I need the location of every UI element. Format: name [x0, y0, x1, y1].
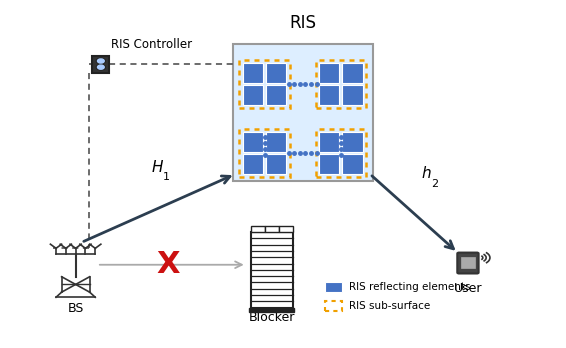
Bar: [92, 56, 109, 73]
Bar: [243, 63, 263, 83]
Bar: [249, 308, 294, 312]
Bar: [342, 63, 363, 83]
Bar: [265, 226, 279, 232]
Bar: [251, 226, 265, 232]
Circle shape: [96, 64, 105, 70]
Bar: [233, 44, 372, 181]
Text: 2: 2: [431, 179, 439, 189]
Text: X: X: [156, 250, 180, 279]
Bar: [342, 154, 363, 174]
Bar: [251, 232, 293, 308]
Bar: [243, 132, 263, 152]
Bar: [279, 226, 293, 232]
Text: BS: BS: [67, 302, 84, 315]
Text: RIS: RIS: [289, 14, 316, 32]
Circle shape: [96, 58, 105, 64]
Text: User: User: [454, 282, 482, 295]
Text: RIS Controller: RIS Controller: [111, 38, 192, 52]
Bar: [315, 129, 366, 177]
Text: RIS sub-surface: RIS sub-surface: [349, 301, 430, 311]
Bar: [325, 301, 342, 311]
Bar: [342, 132, 363, 152]
Bar: [239, 60, 290, 108]
Bar: [315, 60, 366, 108]
Text: 1: 1: [162, 172, 169, 182]
Text: h: h: [421, 166, 431, 182]
Text: RIS reflecting elements: RIS reflecting elements: [349, 282, 470, 292]
Bar: [319, 154, 339, 174]
Bar: [319, 63, 339, 83]
Bar: [266, 85, 286, 105]
Bar: [243, 85, 263, 105]
Text: H: H: [151, 160, 162, 175]
Bar: [319, 85, 339, 105]
FancyBboxPatch shape: [457, 253, 479, 274]
Bar: [342, 85, 363, 105]
Bar: [325, 282, 342, 292]
Bar: [266, 154, 286, 174]
Bar: [319, 132, 339, 152]
Circle shape: [97, 59, 104, 63]
Bar: [243, 154, 263, 174]
Bar: [461, 257, 475, 268]
Bar: [266, 132, 286, 152]
Circle shape: [97, 65, 104, 69]
Text: Blocker: Blocker: [248, 311, 295, 324]
Bar: [266, 63, 286, 83]
Bar: [239, 129, 290, 177]
